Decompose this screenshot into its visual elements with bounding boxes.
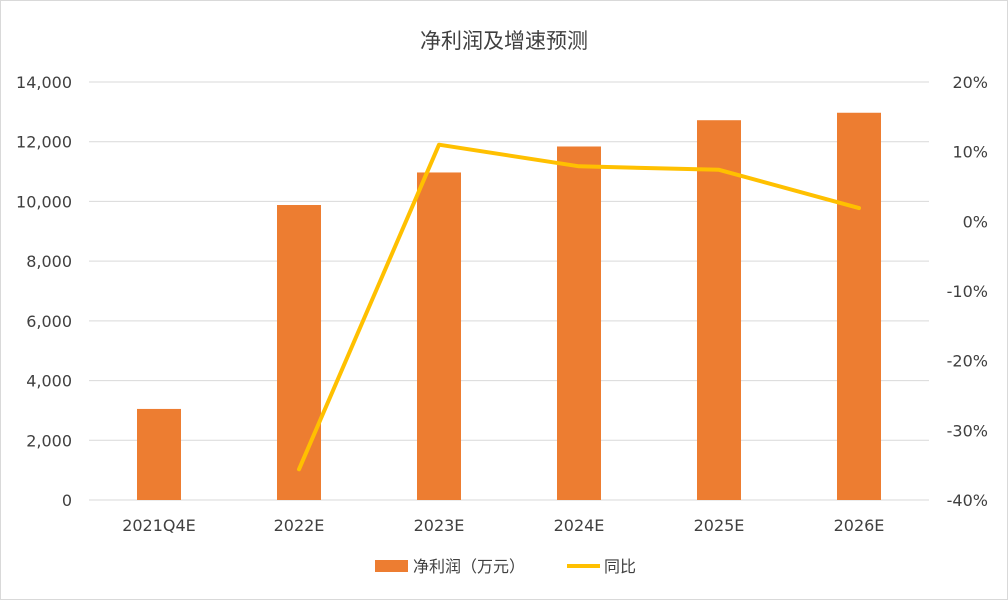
left-axis-tick-label: 2,000 [26,431,72,450]
line-series [297,142,861,472]
x-axis-tick-label: 2024E [554,516,605,535]
bar [137,408,181,500]
bar [697,120,741,501]
right-axis-tick-label: 0% [963,212,988,231]
left-axis-tick-label: 12,000 [16,133,72,152]
legend-bar-swatch [375,560,408,572]
chart-title: 净利润及增速预测 [420,29,588,53]
x-axis-tick-label: 2021Q4E [122,516,196,535]
right-axis-tick-label: -10% [947,282,988,301]
growth-line [297,142,861,472]
left-axis-tick-label: 0 [62,491,72,510]
right-axis-labels: -40% -30% -20% -10% 0% 10% 20% [947,73,988,510]
bar [837,112,881,500]
right-axis-tick-label: 10% [952,143,988,162]
x-axis-tick-label: 2025E [694,516,745,535]
bar [417,172,461,500]
bar [557,146,601,500]
legend-bar-label: 净利润（万元） [413,557,525,576]
left-axis-tick-label: 8,000 [26,252,72,271]
right-axis-tick-label: -40% [947,491,988,510]
left-axis-tick-label: 10,000 [16,192,72,211]
grid-lines [89,81,929,501]
legend-line-label: 同比 [604,557,636,576]
x-axis-tick-label: 2026E [834,516,885,535]
bar [277,205,321,501]
x-axis-tick-label: 2022E [274,516,325,535]
left-axis-labels: 0 2,000 4,000 6,000 8,000 10,000 12,000 14,000 [16,73,72,510]
x-axis-labels: 2021Q4E 2022E 2023E 2024E 2025E 2026E [122,516,884,535]
right-axis-tick-label: 20% [952,73,988,92]
x-axis-tick-label: 2023E [414,516,465,535]
right-axis-tick-label: -30% [947,421,988,440]
right-axis-tick-label: -20% [947,352,988,371]
left-axis-tick-label: 6,000 [26,312,72,331]
left-axis-tick-label: 4,000 [26,372,72,391]
bar-series [137,112,881,501]
legend: 净利润（万元） 同比 [375,557,636,576]
left-axis-tick-label: 14,000 [16,73,72,92]
